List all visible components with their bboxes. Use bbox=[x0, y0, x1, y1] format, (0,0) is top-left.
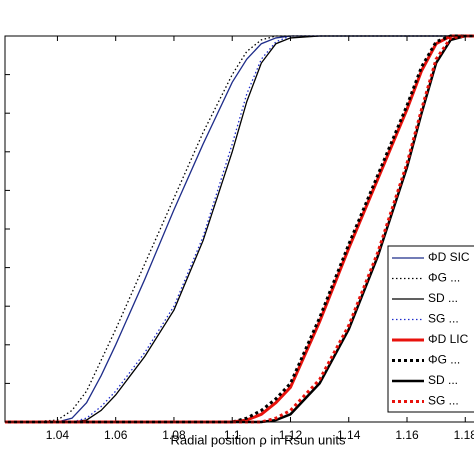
legend-label: ΦD SIC bbox=[428, 250, 470, 264]
legend-box bbox=[387, 245, 474, 413]
legend-label: SG ... bbox=[428, 394, 459, 408]
x-tick-label: 1.14 bbox=[337, 428, 361, 442]
legend-label: SD ... bbox=[428, 373, 458, 387]
x-tick-label: 1.16 bbox=[395, 428, 419, 442]
x-tick-label: 1.12 bbox=[279, 428, 303, 442]
x-tick-label: 1.06 bbox=[104, 428, 128, 442]
legend-label: SD ... bbox=[428, 291, 458, 305]
x-tick-label: 1.04 bbox=[46, 428, 70, 442]
legend: ΦD SIC ΦG ... SD ... SG ... ΦD LIC ΦG ... SD .… bbox=[387, 245, 474, 413]
plot-frame bbox=[4, 35, 474, 423]
legend-label: ΦG ... bbox=[428, 271, 460, 285]
x-tick-label: 1.18 bbox=[454, 428, 474, 442]
x-tick-label: 1.1 bbox=[224, 428, 241, 442]
x-axis-label: Radial position ρ in Rsun units bbox=[170, 432, 346, 447]
legend-label: ΦD LIC bbox=[428, 332, 469, 346]
legend-label: ΦG ... bbox=[428, 353, 460, 367]
series-line bbox=[5, 35, 474, 423]
x-tick-label: 1.08 bbox=[162, 428, 186, 442]
legend-label: SG ... bbox=[428, 312, 459, 326]
